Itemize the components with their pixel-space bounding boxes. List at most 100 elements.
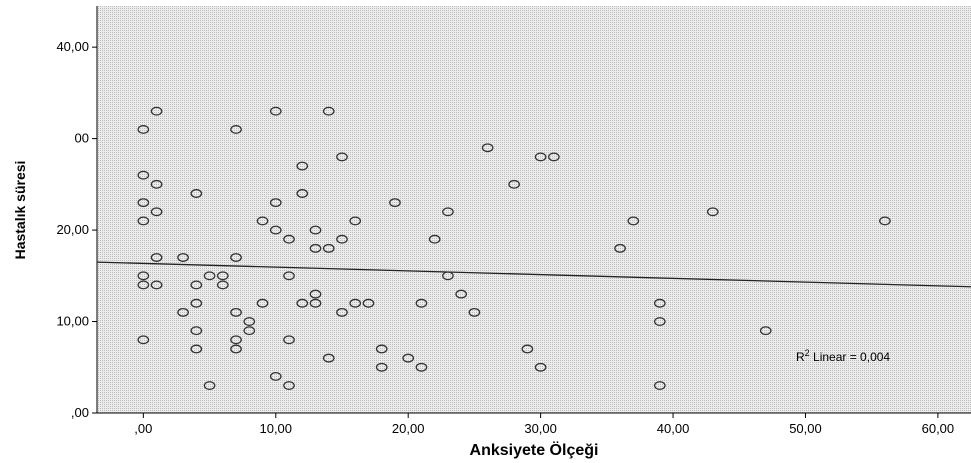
data-point bbox=[402, 353, 415, 363]
data-point bbox=[230, 335, 242, 345]
x-tick-label: 50,00 bbox=[789, 421, 822, 436]
y-axis-label: Hastalık süresi bbox=[12, 161, 28, 260]
data-point bbox=[150, 106, 163, 116]
data-point bbox=[150, 280, 163, 290]
data-point bbox=[548, 152, 560, 162]
data-point bbox=[137, 271, 150, 281]
y-tick-label: 10,00 bbox=[56, 314, 89, 329]
data-point bbox=[216, 280, 229, 290]
data-point bbox=[309, 225, 322, 235]
data-point bbox=[203, 271, 216, 281]
data-point bbox=[336, 152, 348, 162]
data-point bbox=[375, 344, 388, 354]
data-point bbox=[283, 234, 295, 244]
x-axis-label: Anksiyete Ölçeği bbox=[470, 440, 599, 459]
data-point bbox=[137, 335, 150, 345]
data-point bbox=[468, 307, 481, 317]
y-tick-label: 40,00 bbox=[56, 39, 89, 54]
data-point bbox=[653, 298, 666, 308]
data-point bbox=[256, 216, 269, 226]
data-point bbox=[230, 125, 242, 134]
data-point bbox=[269, 106, 282, 116]
data-point bbox=[190, 344, 203, 354]
data-point bbox=[190, 280, 203, 290]
data-point bbox=[230, 307, 242, 317]
y-tick-label: ,00 bbox=[71, 405, 89, 420]
regression-line bbox=[96, 261, 971, 288]
data-point bbox=[190, 326, 203, 336]
data-point bbox=[137, 125, 150, 134]
data-point bbox=[296, 161, 309, 171]
x-axis-ticks: ,00 10,00 20,00 30,00 40,00 50,00 60,00 bbox=[134, 413, 954, 436]
data-point bbox=[216, 271, 229, 281]
data-point bbox=[442, 271, 454, 281]
r2-annotation-prefix: R bbox=[796, 350, 805, 364]
x-tick-label: 40,00 bbox=[657, 421, 690, 436]
data-point bbox=[203, 381, 216, 391]
data-point bbox=[150, 179, 163, 189]
y-axis-ticks: ,00 10,00 20,00 00 40,00 bbox=[56, 39, 97, 420]
r2-annotation: R2 Linear = 0,004 bbox=[796, 348, 890, 364]
data-point bbox=[150, 253, 163, 262]
data-point bbox=[428, 234, 441, 244]
data-point bbox=[243, 317, 256, 326]
data-point bbox=[309, 298, 322, 308]
data-point bbox=[230, 344, 242, 354]
data-point bbox=[508, 179, 520, 189]
data-point bbox=[614, 243, 626, 253]
data-point bbox=[415, 362, 428, 372]
data-point bbox=[137, 216, 150, 226]
data-point bbox=[269, 225, 282, 235]
data-point bbox=[481, 143, 494, 153]
x-tick-label: ,00 bbox=[134, 421, 152, 436]
data-point bbox=[296, 189, 309, 198]
x-tick-label: 10,00 bbox=[259, 421, 292, 436]
data-point bbox=[190, 298, 203, 308]
plot-area bbox=[97, 6, 971, 413]
data-point bbox=[296, 298, 309, 308]
data-point bbox=[349, 298, 362, 308]
x-tick-label: 60,00 bbox=[922, 421, 955, 436]
data-point bbox=[415, 298, 428, 308]
data-point bbox=[137, 280, 150, 290]
data-point bbox=[269, 198, 282, 208]
r2-annotation-superscript: 2 bbox=[805, 348, 810, 358]
data-point bbox=[534, 152, 547, 162]
data-point bbox=[137, 198, 150, 208]
data-point bbox=[137, 170, 150, 180]
data-point bbox=[362, 298, 375, 308]
data-point bbox=[442, 207, 454, 217]
data-point bbox=[283, 335, 295, 345]
data-point bbox=[322, 353, 335, 363]
data-points bbox=[137, 106, 891, 391]
data-point bbox=[322, 106, 335, 116]
data-point bbox=[389, 198, 401, 208]
data-point bbox=[653, 381, 666, 391]
data-point bbox=[879, 216, 891, 226]
data-point bbox=[283, 271, 295, 281]
data-point bbox=[706, 207, 719, 217]
data-point bbox=[759, 326, 772, 336]
data-point bbox=[230, 253, 242, 262]
data-point bbox=[177, 253, 189, 262]
data-point bbox=[150, 207, 163, 217]
data-point bbox=[177, 307, 189, 317]
x-tick-label: 20,00 bbox=[392, 421, 425, 436]
data-point bbox=[269, 371, 282, 381]
data-point bbox=[309, 243, 322, 253]
y-tick-label: 00 bbox=[75, 131, 89, 146]
x-tick-label: 30,00 bbox=[524, 421, 557, 436]
data-point bbox=[375, 362, 388, 372]
fit-line-group bbox=[96, 261, 971, 288]
data-point bbox=[256, 298, 269, 308]
data-point bbox=[349, 216, 362, 226]
data-point bbox=[627, 216, 640, 226]
data-point bbox=[336, 234, 348, 244]
r2-annotation-suffix: Linear = 0,004 bbox=[810, 350, 891, 364]
y-tick-label: 20,00 bbox=[56, 222, 89, 237]
data-point bbox=[653, 317, 666, 326]
data-point bbox=[534, 362, 547, 372]
data-point bbox=[336, 307, 348, 317]
data-point bbox=[243, 326, 256, 336]
